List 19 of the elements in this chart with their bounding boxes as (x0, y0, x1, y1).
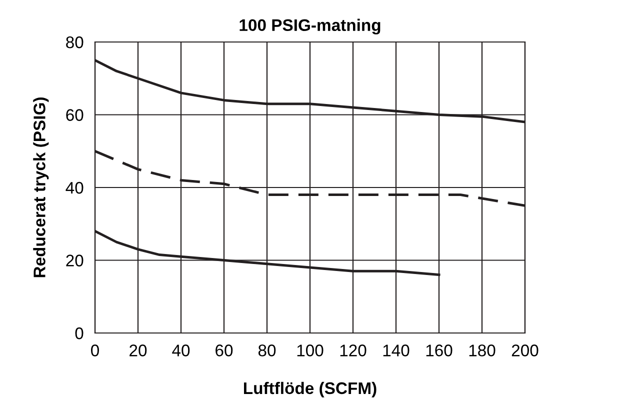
y-tick-label: 40 (66, 182, 84, 194)
y-tick-label: 20 (66, 254, 84, 266)
y-tick-label: 0 (75, 327, 84, 340)
x-tick-label: 20 (130, 344, 147, 356)
x-tick-label: 40 (172, 344, 190, 356)
y-tick-label: 60 (66, 109, 84, 121)
x-tick-label: 140 (383, 344, 410, 356)
x-tick-label: 180 (469, 344, 496, 356)
chart-title: 100 PSIG-matning (240, 18, 380, 34)
y-tick-label: 80 (66, 36, 84, 48)
x-tick-label: 200 (512, 344, 538, 356)
x-tick-label: 100 (297, 344, 324, 356)
x-tick-label: 160 (426, 344, 452, 356)
x-tick-label: 120 (340, 344, 366, 356)
x-axis-title: Luftflöde (SCFM) (244, 382, 376, 398)
x-tick-label: 80 (258, 344, 276, 356)
x-tick-label: 60 (216, 344, 233, 356)
x-tick-label: 0 (91, 344, 99, 356)
y-axis-title: Reducerat tryck (PSIG) (33, 98, 49, 278)
